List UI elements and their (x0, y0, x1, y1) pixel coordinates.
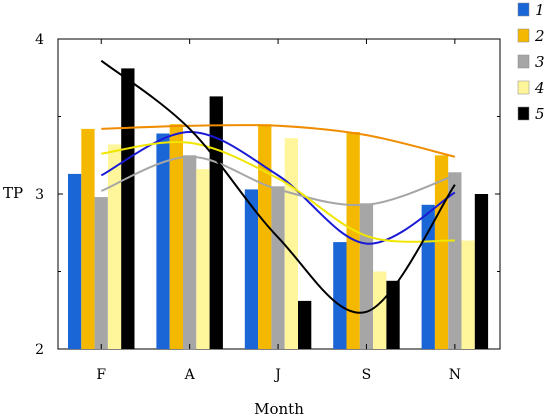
trend-line-series-1 (100, 130, 456, 245)
y-axis-title: TP (3, 184, 23, 202)
bar-series-5-S (386, 280, 400, 349)
bar-series-3-J (271, 186, 285, 349)
bar-series-4-S (373, 271, 387, 349)
legend-swatch-3 (517, 54, 530, 69)
bar-series-5-A (209, 96, 223, 350)
y-tick-label-4: 4 (35, 32, 44, 48)
legend-swatch-5 (517, 106, 530, 121)
x-tick-label-A: A (184, 367, 196, 383)
bar-series-3-A (183, 155, 197, 350)
legend-label-3: 3 (535, 53, 545, 71)
bar-series-2-N (434, 155, 449, 350)
trend-lines-layer (100, 59, 456, 314)
bar-series-3-N (448, 172, 462, 349)
bar-series-1-S (333, 242, 347, 349)
trend-line-series-3 (100, 155, 456, 207)
x-tick-label-F: F (96, 367, 106, 383)
x-tick-label-S: S (362, 367, 372, 383)
bar-series-1-J (244, 189, 259, 349)
y-tick-label-3: 3 (35, 187, 44, 203)
bar-series-5-F (121, 68, 135, 350)
legend-label-1: 1 (535, 1, 545, 19)
bar-series-2-F (81, 128, 95, 349)
trend-line-series-2 (101, 124, 456, 158)
bar-series-1-F (68, 173, 82, 349)
legend-swatch-2 (517, 28, 530, 43)
bar-series-4-A (196, 169, 210, 349)
trend-line-series-5 (100, 59, 456, 314)
bars-layer (68, 68, 489, 350)
legend-swatch-4 (517, 80, 530, 95)
bar-series-4-N (461, 240, 475, 349)
legend-label-4: 4 (534, 79, 545, 97)
bar-series-4-F (107, 144, 122, 349)
bar-series-4-J (284, 138, 298, 349)
bar-series-5-N (474, 194, 489, 349)
bar-series-5-J (298, 300, 312, 349)
y-tick-label-2: 2 (35, 342, 44, 358)
x-tick-label-J: J (273, 367, 281, 383)
bar-series-3-F (94, 197, 108, 349)
bar-series-2-J (258, 124, 272, 349)
legend: 1 2 3 4 5 (517, 1, 545, 123)
legend-swatch-1 (517, 2, 530, 17)
legend-label-2: 2 (534, 27, 545, 45)
plot-area: 2 3 4 F A J S N (35, 32, 501, 383)
bar-series-1-A (156, 133, 170, 349)
trend-line-series-4 (101, 141, 455, 243)
x-axis-title: Month (254, 400, 304, 418)
bar-series-1-N (421, 204, 435, 349)
bar-series-2-A (169, 124, 183, 349)
legend-label-5: 5 (535, 105, 545, 123)
x-tick-label-N: N (449, 367, 461, 383)
y-axis: 2 3 4 (35, 32, 500, 358)
bar-series-3-S (359, 203, 374, 349)
